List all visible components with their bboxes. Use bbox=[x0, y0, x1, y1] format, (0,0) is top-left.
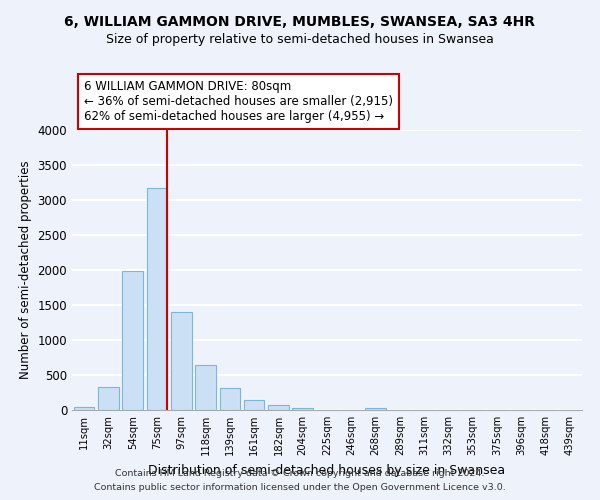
Bar bbox=[292, 408, 313, 410]
Bar bbox=[146, 188, 167, 410]
Text: Size of property relative to semi-detached houses in Swansea: Size of property relative to semi-detach… bbox=[106, 32, 494, 46]
Y-axis label: Number of semi-detached properties: Number of semi-detached properties bbox=[19, 160, 32, 380]
Bar bbox=[122, 272, 143, 410]
Bar bbox=[171, 312, 191, 410]
Text: Contains HM Land Registry data © Crown copyright and database right 2024.: Contains HM Land Registry data © Crown c… bbox=[115, 468, 485, 477]
Text: Contains public sector information licensed under the Open Government Licence v3: Contains public sector information licen… bbox=[94, 484, 506, 492]
Bar bbox=[98, 387, 119, 410]
Text: 6, WILLIAM GAMMON DRIVE, MUMBLES, SWANSEA, SA3 4HR: 6, WILLIAM GAMMON DRIVE, MUMBLES, SWANSE… bbox=[65, 15, 536, 29]
Bar bbox=[365, 408, 386, 410]
Bar bbox=[195, 364, 216, 410]
Bar bbox=[244, 400, 265, 410]
Text: 6 WILLIAM GAMMON DRIVE: 80sqm
← 36% of semi-detached houses are smaller (2,915)
: 6 WILLIAM GAMMON DRIVE: 80sqm ← 36% of s… bbox=[85, 80, 394, 123]
X-axis label: Distribution of semi-detached houses by size in Swansea: Distribution of semi-detached houses by … bbox=[148, 464, 506, 476]
Bar bbox=[268, 405, 289, 410]
Bar bbox=[220, 388, 240, 410]
Bar bbox=[74, 406, 94, 410]
